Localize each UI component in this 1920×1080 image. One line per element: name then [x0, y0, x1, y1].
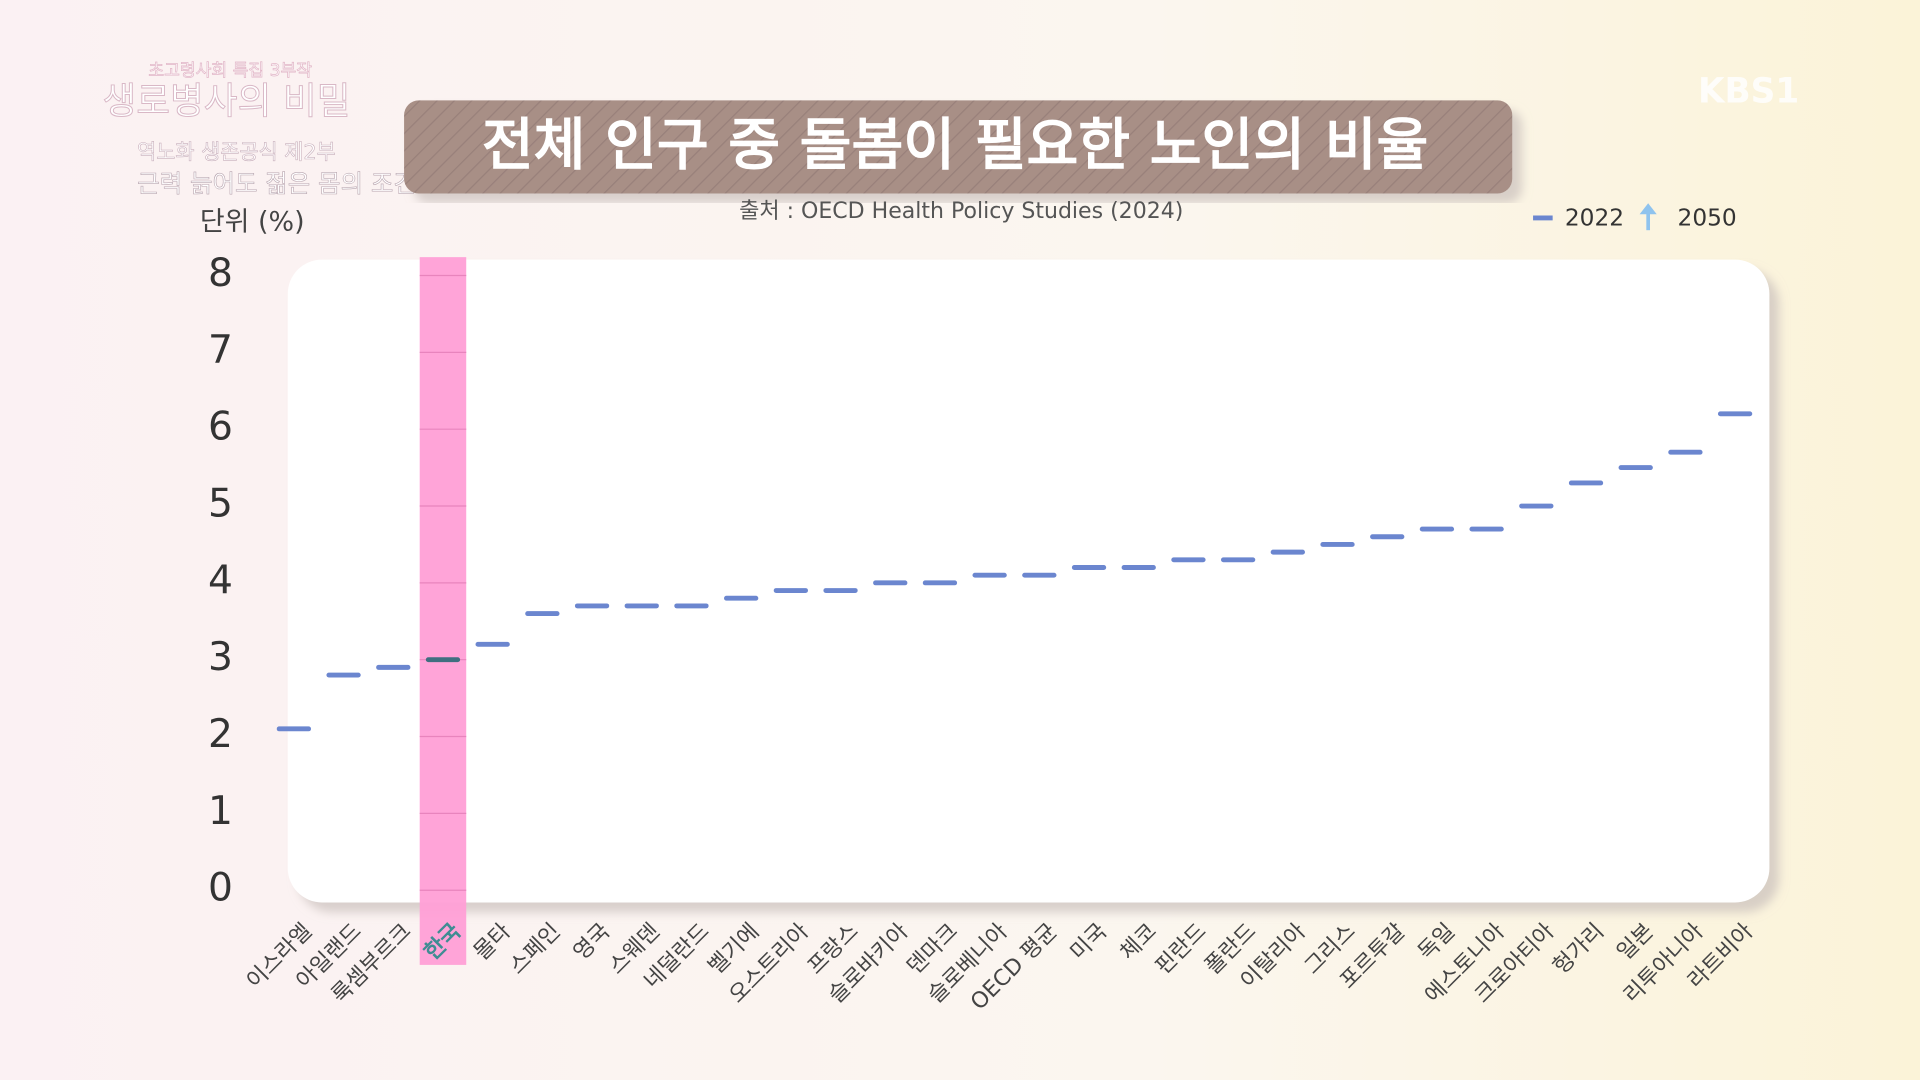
y-tick-label: 4	[208, 558, 233, 603]
y-tick-label: 8	[208, 251, 233, 296]
y-tick-label: 5	[208, 482, 233, 527]
legend-label: 2022	[1565, 205, 1624, 232]
title-box	[404, 100, 1513, 194]
y-tick-label: 1	[208, 789, 233, 834]
legend-swatch-head	[1639, 203, 1657, 215]
legend-label: 2050	[1678, 205, 1737, 232]
channel-logo: KBS1	[1698, 72, 1799, 112]
plot-area	[287, 259, 1770, 903]
y-tick-label: 7	[208, 328, 233, 373]
series-label: 초고령사회 특집 3부작	[148, 61, 312, 81]
episode: 역노화 생존공식 제2부	[137, 140, 336, 164]
program-title: 생로병사의 비밀	[102, 79, 350, 122]
y-axis-label: 단위 (%)	[200, 206, 305, 237]
y-tick-label: 6	[208, 405, 233, 450]
y-tick-label: 3	[208, 635, 233, 680]
y-tick-label: 0	[208, 866, 233, 911]
highlight-band	[419, 257, 467, 965]
y-tick-label: 2	[208, 712, 233, 757]
subtitle: 출처 : OECD Health Policy Studies (2024)	[739, 199, 1183, 224]
legend: 2022 2050	[1533, 203, 1737, 232]
chart-title: 전체 인구 중 돌봄이 필요한 노인의 비율	[482, 113, 1429, 178]
episode-title: 근력 늙어도 젊은 몸의 조건	[137, 169, 416, 198]
